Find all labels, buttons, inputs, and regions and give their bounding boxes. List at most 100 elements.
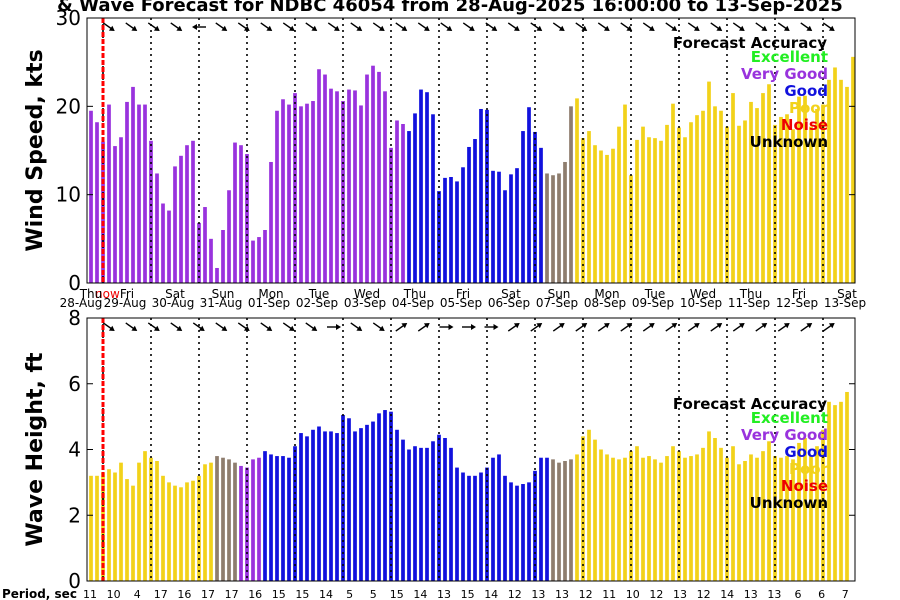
bar: [725, 457, 729, 581]
direction-arrow: [665, 322, 678, 332]
y-tick-label: 0: [68, 271, 81, 295]
bar: [665, 124, 669, 283]
bar: [773, 124, 777, 283]
arrow-head: [311, 325, 318, 332]
direction-arrow: [507, 22, 520, 32]
day-date-label: 08-Sep: [584, 296, 626, 310]
day-weekday-label: Fri: [456, 287, 470, 301]
bar: [281, 99, 285, 284]
bar: [641, 457, 645, 581]
bar: [443, 177, 447, 283]
direction-arrow: [732, 22, 745, 32]
bar: [383, 410, 387, 581]
bar: [827, 401, 831, 581]
day-date-label: 04-Sep: [392, 296, 434, 310]
chart-title: & Wave Forecast for NDBC 46054 from 28-A…: [57, 0, 843, 16]
arrow-head: [536, 322, 543, 329]
y-tick-label: 4: [68, 438, 81, 462]
bar: [269, 161, 273, 283]
legend-title: Forecast Accuracy: [673, 395, 827, 413]
legend-item: Noise: [781, 477, 828, 495]
day-date-label: 03-Sep: [344, 296, 386, 310]
bar: [371, 421, 375, 581]
bar: [113, 146, 117, 283]
day-weekday-label: Thu: [79, 287, 103, 301]
bar: [749, 101, 753, 284]
direction-arrow: [282, 22, 295, 32]
arrow-head: [131, 25, 138, 32]
bar: [209, 238, 213, 283]
bar: [419, 89, 423, 283]
bar: [461, 472, 465, 581]
bar: [425, 447, 429, 581]
arrow-head: [806, 322, 813, 329]
direction-arrow: [777, 322, 790, 332]
bar: [161, 203, 165, 283]
bar: [803, 95, 807, 283]
bar: [545, 173, 549, 283]
direction-arrow: [732, 322, 745, 332]
arrow-head: [401, 322, 408, 329]
bar: [743, 461, 747, 581]
arrow-head: [108, 325, 115, 332]
bar: [263, 230, 267, 283]
direction-arrow: [372, 322, 385, 332]
y-axis-label: Wind Speed, kts: [23, 49, 48, 251]
bar: [791, 129, 795, 283]
bar: [545, 457, 549, 581]
arrow-head: [153, 25, 160, 32]
bar: [473, 139, 477, 283]
direction-arrow: [372, 22, 385, 32]
arrow-head: [356, 25, 363, 32]
period-value: 11: [602, 588, 616, 600]
bar: [593, 145, 597, 283]
bar: [719, 110, 723, 283]
bar: [251, 459, 255, 581]
bar: [557, 173, 561, 283]
legend-item: Poor: [789, 460, 829, 478]
day-date-label: 01-Sep: [248, 296, 290, 310]
arrow-head: [761, 322, 768, 329]
arrow-head: [626, 25, 633, 32]
arrow-head: [266, 325, 273, 332]
direction-arrow: [350, 322, 363, 332]
direction-arrow: [777, 22, 790, 32]
bar: [305, 436, 309, 581]
bar: [449, 447, 453, 581]
bar: [335, 91, 339, 283]
bar: [701, 110, 705, 283]
bar: [89, 475, 93, 581]
arrow-head: [828, 322, 835, 329]
period-value: 10: [107, 588, 121, 600]
period-value: 12: [579, 588, 593, 600]
wave-height-panel: 0 2 4 6 8 Wave Height, ft Forecast AccuracyExc…: [23, 306, 856, 593]
bar: [623, 457, 627, 581]
direction-arrow: [530, 322, 543, 332]
arrow-head: [558, 322, 565, 329]
bar: [845, 86, 849, 284]
bar: [167, 482, 171, 581]
period-value: 5: [370, 588, 377, 600]
bar: [347, 418, 351, 581]
bar: [815, 108, 819, 283]
bar: [659, 462, 663, 581]
bar: [401, 124, 405, 283]
arrow-head: [108, 25, 115, 32]
direction-arrow: [102, 22, 115, 32]
bar: [395, 120, 399, 283]
bar: [809, 126, 813, 284]
bar: [575, 454, 579, 581]
direction-arrow: [800, 22, 813, 32]
bar: [515, 168, 519, 283]
arrow-head: [648, 25, 655, 32]
arrow-head: [828, 25, 835, 32]
y-tick-label: 8: [68, 306, 81, 330]
bar: [605, 454, 609, 581]
bar: [455, 467, 459, 581]
bar: [131, 86, 135, 284]
direction-arrow: [417, 322, 430, 332]
now-label: now: [95, 287, 120, 301]
direction-arrow: [125, 322, 138, 332]
bar: [209, 462, 213, 581]
